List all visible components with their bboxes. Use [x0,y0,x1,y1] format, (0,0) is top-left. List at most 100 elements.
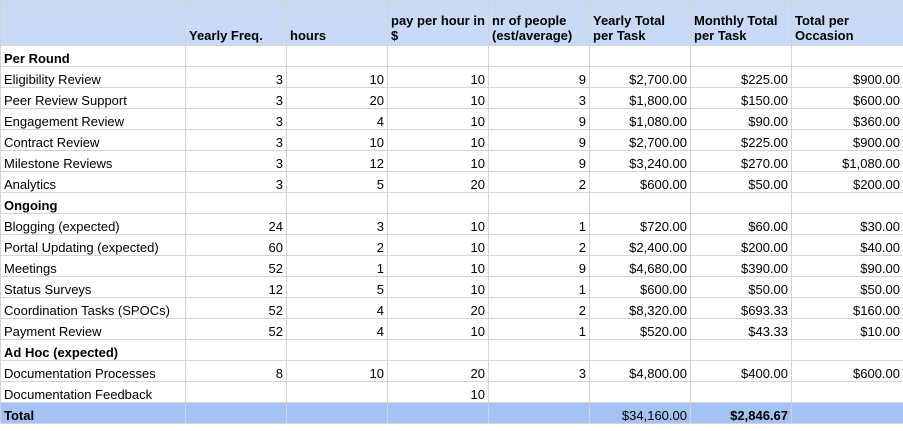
cell-total-per-occasion[interactable]: $40.00 [791,234,903,256]
cell-yearly-freq[interactable]: 52 [185,297,287,319]
cell-hours[interactable]: 20 [286,87,388,109]
cell-hours[interactable]: 2 [286,234,388,256]
cell-nr-people[interactable]: 1 [488,276,590,298]
cell-yearly-freq[interactable]: 8 [185,360,287,382]
empty-cell[interactable] [589,339,691,361]
cell-yearly-freq[interactable]: 3 [185,108,287,130]
cell-nr-people[interactable]: 9 [488,66,590,88]
total-cell-yearly-freq[interactable] [185,402,287,424]
cell-yearly-freq[interactable]: 3 [185,150,287,172]
header-cell-yearly-freq[interactable]: Yearly Freq. [185,0,287,46]
cell-nr-people[interactable]: 1 [488,318,590,340]
empty-cell[interactable] [387,45,489,67]
header-cell-total-per-occasion[interactable]: Total per Occasion [791,0,903,46]
cell-yearly-total[interactable]: $8,320.00 [589,297,691,319]
cell-label[interactable]: Blogging (expected) [0,213,186,235]
empty-cell[interactable] [791,339,903,361]
cell-yearly-freq[interactable]: 52 [185,318,287,340]
cell-yearly-total[interactable]: $1,800.00 [589,87,691,109]
cell-pay-per-hour[interactable]: 10 [387,66,489,88]
cell-hours[interactable]: 10 [286,129,388,151]
cell-nr-people[interactable]: 9 [488,108,590,130]
cell-total-per-occasion[interactable]: $50.00 [791,276,903,298]
cell-total-per-occasion[interactable]: $10.00 [791,318,903,340]
cell-pay-per-hour[interactable]: 10 [387,234,489,256]
cell-monthly-total[interactable]: $270.00 [690,150,792,172]
cell-nr-people[interactable]: 3 [488,87,590,109]
cell-pay-per-hour[interactable]: 10 [387,381,489,403]
cell-monthly-total[interactable]: $225.00 [690,129,792,151]
cell-hours[interactable]: 4 [286,318,388,340]
cell-monthly-total[interactable]: $390.00 [690,255,792,277]
total-cell-hours[interactable] [286,402,388,424]
cell-total-per-occasion[interactable]: $200.00 [791,171,903,193]
empty-cell[interactable] [286,339,388,361]
total-cell-nr-people[interactable] [488,402,590,424]
cell-nr-people[interactable]: 2 [488,234,590,256]
cell-nr-people[interactable]: 2 [488,297,590,319]
cell-total-per-occasion[interactable]: $600.00 [791,360,903,382]
cell-pay-per-hour[interactable]: 10 [387,255,489,277]
cell-yearly-freq[interactable] [185,381,287,403]
cell-hours[interactable]: 10 [286,360,388,382]
cell-yearly-total[interactable]: $2,700.00 [589,66,691,88]
cell-yearly-freq[interactable]: 3 [185,171,287,193]
total-cell-pay-per-hour[interactable] [387,402,489,424]
cell-yearly-freq[interactable]: 24 [185,213,287,235]
empty-cell[interactable] [791,45,903,67]
cell-pay-per-hour[interactable]: 20 [387,171,489,193]
cell-hours[interactable]: 5 [286,276,388,298]
cell-yearly-total[interactable]: $2,700.00 [589,129,691,151]
cell-nr-people[interactable] [488,381,590,403]
cell-label[interactable]: Peer Review Support [0,87,186,109]
total-cell-total-per-occasion[interactable] [791,402,903,424]
cell-hours[interactable]: 10 [286,66,388,88]
cell-nr-people[interactable]: 9 [488,129,590,151]
cell-monthly-total[interactable] [690,381,792,403]
header-cell-yearly-total[interactable]: Yearly Total per Task [589,0,691,46]
cell-pay-per-hour[interactable]: 10 [387,108,489,130]
cell-pay-per-hour[interactable]: 10 [387,318,489,340]
cell-total-per-occasion[interactable]: $900.00 [791,129,903,151]
cell-label[interactable]: Portal Updating (expected) [0,234,186,256]
cell-monthly-total[interactable]: $693.33 [690,297,792,319]
cell-nr-people[interactable]: 2 [488,171,590,193]
total-cell-monthly-total[interactable]: $2,846.67 [690,402,792,424]
cell-hours[interactable]: 12 [286,150,388,172]
cell-label[interactable]: Documentation Processes [0,360,186,382]
cell-yearly-freq[interactable]: 3 [185,66,287,88]
empty-cell[interactable] [488,45,590,67]
cell-yearly-total[interactable]: $520.00 [589,318,691,340]
cell-yearly-freq[interactable]: 52 [185,255,287,277]
cell-label[interactable]: Documentation Feedback [0,381,186,403]
empty-cell[interactable] [185,339,287,361]
cell-total-per-occasion[interactable] [791,381,903,403]
cell-label[interactable]: Status Surveys [0,276,186,298]
cell-label[interactable]: Contract Review [0,129,186,151]
cell-hours[interactable]: 5 [286,171,388,193]
total-cell-yearly-total[interactable]: $34,160.00 [589,402,691,424]
empty-cell[interactable] [488,192,590,214]
cell-yearly-total[interactable]: $4,680.00 [589,255,691,277]
cell-total-per-occasion[interactable]: $1,080.00 [791,150,903,172]
cell-label[interactable]: Meetings [0,255,186,277]
cell-nr-people[interactable]: 9 [488,255,590,277]
cell-yearly-total[interactable]: $3,240.00 [589,150,691,172]
cell-monthly-total[interactable]: $60.00 [690,213,792,235]
empty-cell[interactable] [387,339,489,361]
total-cell-label[interactable]: Total [0,402,186,424]
cell-hours[interactable]: 4 [286,297,388,319]
cell-yearly-total[interactable]: $2,400.00 [589,234,691,256]
cell-yearly-freq[interactable]: 3 [185,129,287,151]
empty-cell[interactable] [690,45,792,67]
cell-pay-per-hour[interactable]: 10 [387,150,489,172]
cell-monthly-total[interactable]: $150.00 [690,87,792,109]
cell-total-per-occasion[interactable]: $360.00 [791,108,903,130]
section-title-cell[interactable]: Ad Hoc (expected) [0,339,186,361]
cell-yearly-total[interactable]: $720.00 [589,213,691,235]
cell-yearly-total[interactable]: $600.00 [589,171,691,193]
empty-cell[interactable] [690,339,792,361]
empty-cell[interactable] [286,192,388,214]
cell-total-per-occasion[interactable]: $600.00 [791,87,903,109]
cell-hours[interactable]: 4 [286,108,388,130]
